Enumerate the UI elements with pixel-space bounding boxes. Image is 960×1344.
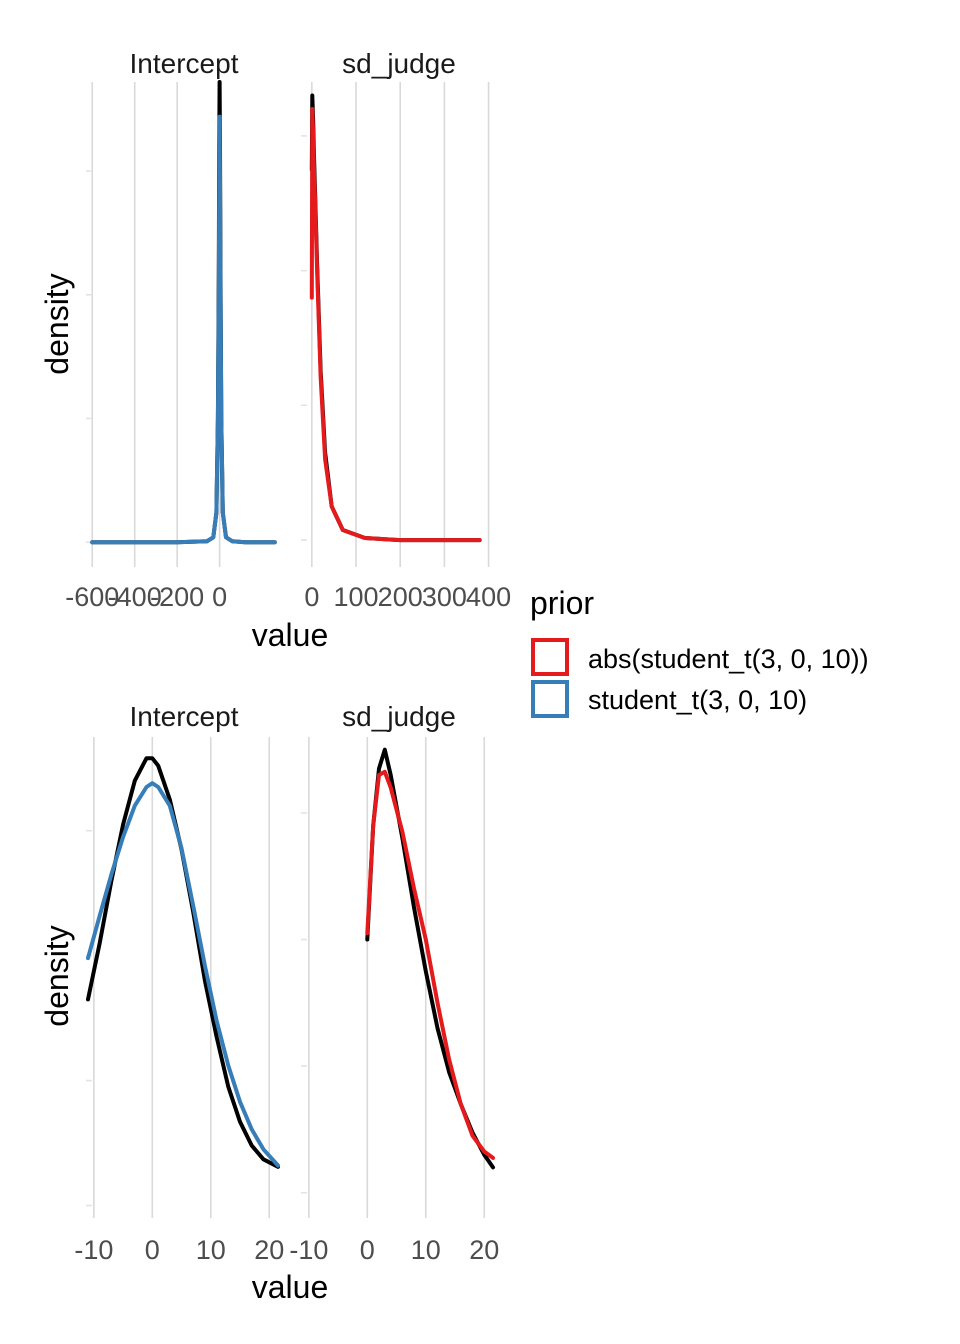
x-tick-label: -10: [74, 1235, 113, 1265]
x-tick-label: 20: [469, 1235, 499, 1265]
strip-label-bottom-sd-judge: sd_judge: [342, 701, 456, 732]
density-line-abs_prior: [309, 106, 482, 543]
strip-label-top-intercept: Intercept: [130, 48, 239, 79]
top-y-axis-title: density: [39, 273, 75, 374]
x-tick-label: 10: [196, 1235, 226, 1265]
x-tick-label: 20: [254, 1235, 284, 1265]
x-tick-label: 300: [422, 582, 467, 612]
strip-label-top-sd-judge: sd_judge: [342, 48, 456, 79]
x-tick-label: 200: [378, 582, 423, 612]
strip-label-bottom-intercept: Intercept: [130, 701, 239, 732]
panel-1-1: -10 0 10 20: [289, 737, 499, 1265]
bottom-y-axis-title: density: [39, 925, 75, 1026]
legend-title: prior: [530, 585, 594, 621]
density-line-t_prior: [86, 781, 280, 1168]
x-tick-label: 0: [304, 582, 319, 612]
panel-0-1: 0 100 200 300 400: [301, 82, 511, 612]
legend-label-abs-student-t: abs(student_t(3, 0, 10)): [588, 644, 869, 674]
x-tick-label: -10: [289, 1235, 328, 1265]
x-tick-label: -400: [108, 582, 162, 612]
x-tick-label: 100: [333, 582, 378, 612]
x-tick-label: 0: [360, 1235, 375, 1265]
panel-0-0: -600-400-200 0: [65, 80, 277, 612]
plot-panels: -600-400-200 0 0 100 200 300 400-10 0 10 20 -10 0 10…: [65, 80, 511, 1265]
x-tick-label: 0: [145, 1235, 160, 1265]
x-tick-label: 0: [212, 582, 227, 612]
density-line-abs_prior: [365, 769, 495, 1160]
legend: prior abs(student_t(3, 0, 10)) student_t…: [530, 585, 869, 718]
bottom-x-axis-title: value: [252, 1269, 329, 1305]
x-tick-label: 400: [466, 582, 511, 612]
legend-label-student-t: student_t(3, 0, 10): [588, 685, 807, 715]
density-line-empirical: [90, 80, 277, 545]
density-line-t_prior: [90, 114, 277, 545]
legend-swatch-student-t: [531, 680, 569, 718]
top-x-axis-title: value: [252, 617, 329, 653]
x-tick-label: 10: [411, 1235, 441, 1265]
x-tick-label: -200: [150, 582, 204, 612]
density-line-empirical: [309, 93, 482, 543]
density-line-empirical: [86, 756, 280, 1169]
x-tick-label: -600: [65, 582, 119, 612]
legend-swatch-abs-student-t: [531, 638, 569, 676]
panel-1-0: -10 0 10 20: [74, 737, 284, 1265]
